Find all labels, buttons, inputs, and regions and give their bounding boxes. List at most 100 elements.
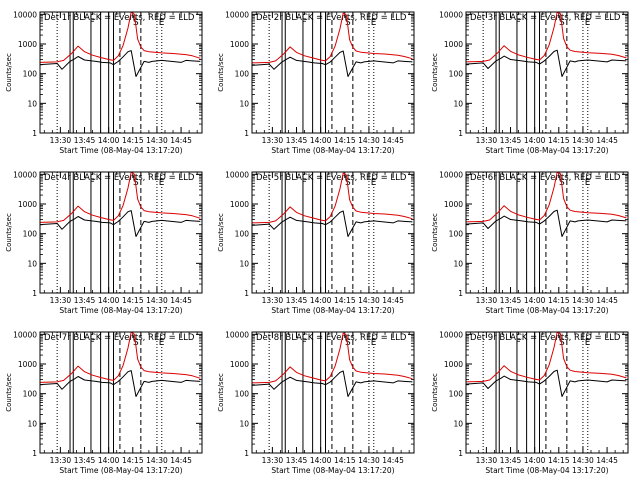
x-tick-label: 14:00 — [524, 296, 546, 305]
x-axis-label: Start Time (08-May-04 13:17:20) — [59, 306, 182, 315]
series-group — [252, 172, 413, 237]
y-tick-label: 100 — [449, 70, 464, 79]
x-tick-label: 13:45 — [74, 136, 96, 145]
x-axis-label: Start Time (08-May-04 13:17:20) — [485, 466, 608, 475]
y-tick-label: 1000 — [444, 360, 463, 369]
x-tick-label: 13:30 — [262, 136, 284, 145]
plot-frame — [465, 11, 629, 134]
marker-letter-F: F — [516, 178, 521, 188]
y-tick-label: 1000 — [444, 40, 463, 49]
marker-letter-E: E — [585, 178, 591, 188]
series-events-line — [466, 49, 627, 77]
marker-letter-F: F — [516, 18, 521, 28]
x-tick-label: 14:30 — [572, 456, 594, 465]
x-tick-label: 13:45 — [286, 136, 308, 145]
x-tick-label: 14:15 — [548, 136, 570, 145]
panel-title: Det 6r BLACK = Events, RED = LLD — [470, 173, 621, 183]
y-tick-label: 10 — [239, 419, 249, 428]
x-tick-label: 13:45 — [500, 296, 522, 305]
x-tick-label: 14:00 — [98, 296, 120, 305]
marker-letter-E: E — [159, 338, 165, 348]
series-group — [40, 12, 201, 77]
series-events-line — [252, 210, 413, 237]
y-tick-label: 1000 — [18, 40, 37, 49]
y-tick-label: 100 — [235, 230, 250, 239]
x-tick-label: 14:00 — [98, 136, 120, 145]
y-tick-label: 1 — [458, 129, 463, 138]
x-tick-label: 14:45 — [382, 296, 404, 305]
x-tick-label: 14:15 — [334, 136, 356, 145]
y-axis-label: Counts/sec — [217, 373, 225, 412]
y-tick-label: 1 — [244, 289, 249, 298]
x-tick-label: 14:30 — [146, 296, 168, 305]
x-tick-label: 14:00 — [98, 456, 120, 465]
marker-letter-S: S — [345, 178, 351, 188]
y-tick-label: 100 — [235, 390, 250, 399]
x-tick-label: 14:30 — [572, 136, 594, 145]
x-tick-label: 14:45 — [382, 136, 404, 145]
series-events-line — [40, 50, 201, 77]
plot-frame — [39, 11, 203, 134]
x-tick-label: 14:15 — [334, 456, 356, 465]
marker-letter-E: E — [585, 338, 591, 348]
y-tick-label: 10 — [239, 99, 249, 108]
series-group — [40, 172, 201, 237]
y-tick-label: 1000 — [230, 40, 249, 49]
marker-letter-F: F — [302, 18, 307, 28]
x-tick-label: 14:45 — [596, 456, 618, 465]
marker-letter-S: S — [345, 18, 351, 28]
y-axis-label: Counts/sec — [217, 53, 225, 92]
y-tick-label: 10 — [27, 259, 37, 268]
y-tick-label: 10000 — [225, 10, 249, 19]
x-tick-label: 13:45 — [500, 136, 522, 145]
y-tick-label: 10000 — [225, 330, 249, 339]
marker-letter-F: F — [516, 338, 521, 348]
panel-title: Det 5r BLACK = Events, RED = LLD — [256, 173, 407, 183]
x-tick-label: 14:30 — [146, 456, 168, 465]
x-tick-label: 14:30 — [358, 136, 380, 145]
marker-letter-F: F — [90, 338, 95, 348]
x-tick-label: 14:00 — [524, 456, 546, 465]
x-tick-label: 13:45 — [74, 296, 96, 305]
y-tick-label: 1000 — [18, 360, 37, 369]
series-lld-line — [252, 332, 413, 384]
plot-frame — [39, 171, 203, 294]
y-tick-label: 1 — [32, 129, 37, 138]
x-tick-label: 14:30 — [358, 296, 380, 305]
y-tick-label: 1 — [32, 449, 37, 458]
x-tick-label: 14:45 — [170, 136, 192, 145]
y-tick-label: 1000 — [18, 200, 37, 209]
x-axis-label: Start Time (08-May-04 13:17:20) — [485, 146, 608, 155]
plot-frame — [465, 331, 629, 454]
panel-title: Det 8r BLACK = Events, RED = LLD — [256, 333, 407, 343]
y-tick-label: 1 — [244, 449, 249, 458]
y-tick-label: 100 — [23, 70, 38, 79]
marker-letter-F: F — [90, 178, 95, 188]
series-lld-line — [40, 12, 201, 63]
series-events-line — [466, 209, 627, 237]
y-tick-label: 10000 — [13, 10, 37, 19]
marker-letter-F: F — [302, 338, 307, 348]
x-tick-label: 14:30 — [358, 456, 380, 465]
x-tick-label: 13:45 — [286, 296, 308, 305]
y-tick-label: 10000 — [13, 330, 37, 339]
x-axis-label: Start Time (08-May-04 13:17:20) — [271, 146, 394, 155]
y-tick-label: 1 — [244, 129, 249, 138]
plot-frame — [251, 331, 415, 454]
x-tick-label: 13:30 — [476, 456, 498, 465]
marker-letter-E: E — [585, 18, 591, 28]
y-tick-label: 10 — [27, 99, 37, 108]
marker-letter-F: F — [302, 178, 307, 188]
panel-title: Det 3r BLACK = Events, RED = LLD — [470, 13, 621, 23]
x-tick-label: 14:45 — [170, 296, 192, 305]
y-axis-label: Counts/sec — [5, 53, 13, 92]
x-tick-label: 14:45 — [596, 296, 618, 305]
x-axis-label: Start Time (08-May-04 13:17:20) — [271, 466, 394, 475]
y-tick-label: 10000 — [439, 330, 463, 339]
y-tick-label: 100 — [449, 390, 464, 399]
